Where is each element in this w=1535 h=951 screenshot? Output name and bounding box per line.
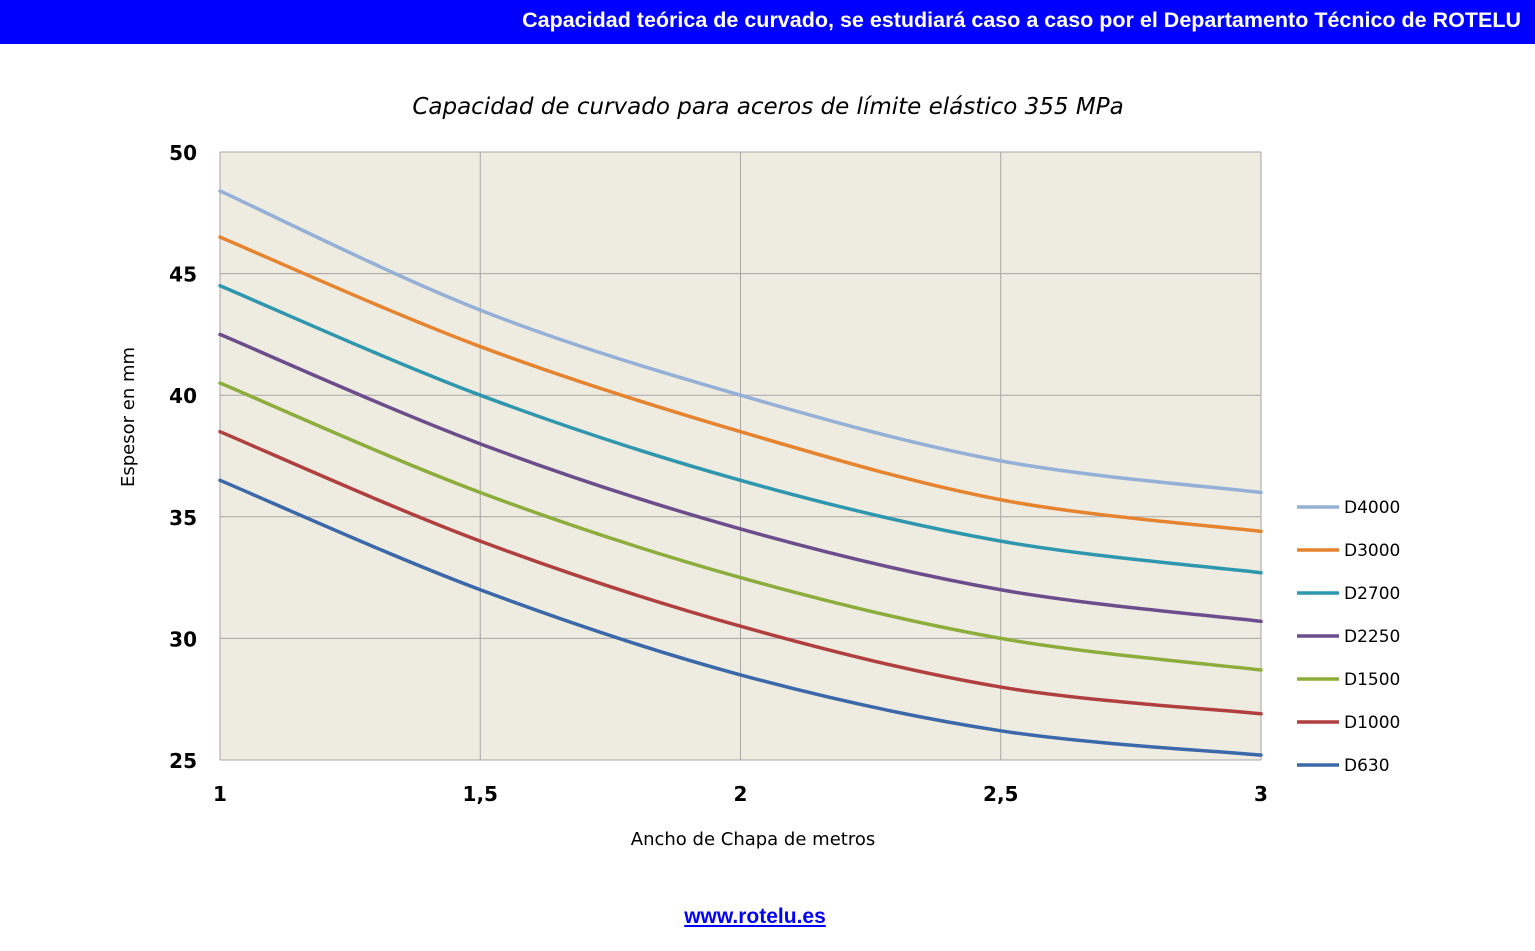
series-line-d4000 (218, 189, 1263, 495)
x-tick-labels: 1 1,5 2 2,5 3 (213, 782, 1268, 806)
series-line-d630 (218, 478, 1263, 757)
legend-label-d630: D630 (1344, 756, 1390, 776)
x-tick-label: 3 (1254, 782, 1268, 806)
legend-label-d3000: D3000 (1344, 541, 1400, 561)
header-title: Capacidad teórica de curvado, se estudia… (522, 8, 1521, 32)
legend-label-d1500: D1500 (1344, 670, 1400, 690)
x-tick-label: 1,5 (463, 782, 498, 806)
website-link[interactable]: www.rotelu.es (684, 905, 826, 928)
series-line-d3000 (218, 235, 1263, 534)
x-tick-label: 2 (734, 782, 748, 806)
y-tick-label: 40 (169, 384, 197, 408)
series-line-d1500 (218, 381, 1263, 672)
legend-label-d2700: D2700 (1344, 584, 1400, 604)
series-lines (218, 189, 1263, 757)
x-tick-label: 2,5 (983, 782, 1018, 806)
y-tick-label: 35 (169, 506, 197, 530)
series-line-d1000 (218, 429, 1263, 716)
series-line-d2250 (218, 332, 1263, 624)
chart-title: Capacidad de curvado para aceros de lími… (412, 94, 1123, 120)
x-axis-label: Ancho de Chapa de metros (631, 829, 875, 850)
series-line-d2700 (218, 284, 1263, 575)
y-tick-label: 50 (169, 141, 197, 165)
legend-label-d1000: D1000 (1344, 713, 1400, 733)
legend-label-d2250: D2250 (1344, 627, 1400, 647)
x-tick-label: 1 (213, 782, 227, 806)
y-axis-label: Espesor en mm (118, 347, 139, 487)
y-tick-label: 45 (169, 263, 197, 287)
legend-label-d4000: D4000 (1344, 498, 1400, 518)
legend: D4000 D3000 D2700 D2250 D1500 D1000 D630 (1297, 498, 1400, 776)
y-tick-label: 30 (169, 627, 197, 651)
y-tick-label: 25 (169, 749, 197, 773)
header-bar: Capacidad teórica de curvado, se estudia… (0, 0, 1535, 44)
y-tick-labels: 25 30 35 40 45 50 (169, 141, 197, 773)
